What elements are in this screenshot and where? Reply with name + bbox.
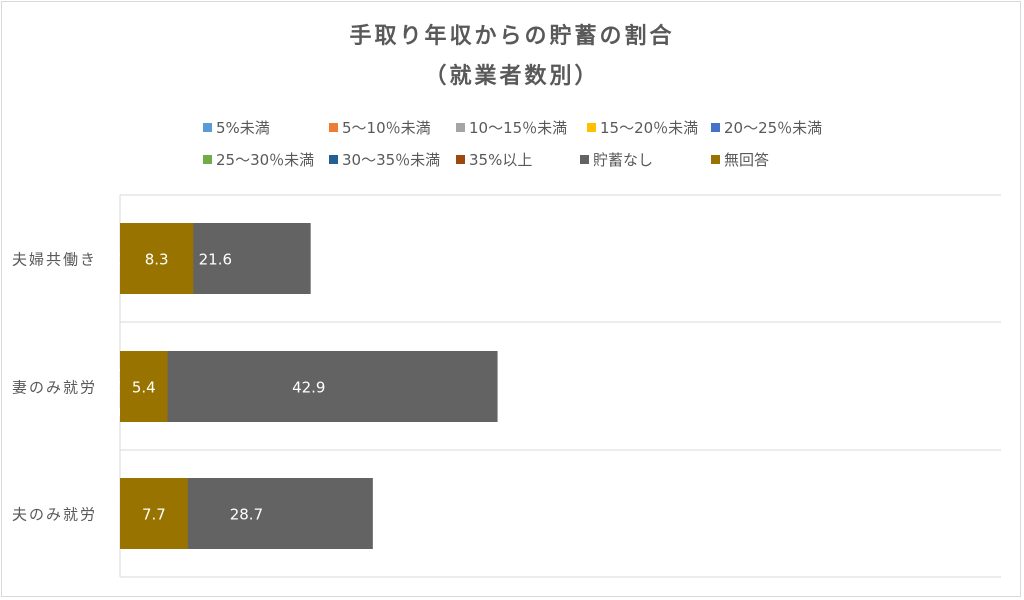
chart-title: 手取り年収からの貯蓄の割合 <box>349 24 675 49</box>
legend-item: 貯蓄なし <box>580 148 653 170</box>
legend-item: 20～25％未満 <box>711 116 822 138</box>
category-label: 夫婦共働き <box>12 251 97 269</box>
data-label: 5.4 <box>132 379 156 397</box>
data-label: 28.7 <box>230 506 263 524</box>
legend-label: 5～10％未満 <box>342 118 431 137</box>
legend-item: 30～35％未満 <box>329 148 440 170</box>
legend-swatch <box>456 122 465 132</box>
legend-swatch <box>711 154 720 164</box>
legend-swatch <box>711 122 720 132</box>
legend-swatch <box>203 154 212 164</box>
legend-label: 15～20％未満 <box>600 118 699 137</box>
legend-item: 35%以上 <box>456 148 532 170</box>
category-label: 妻のみ就労 <box>12 379 97 397</box>
legend-swatch <box>329 154 338 164</box>
bar-segment <box>120 351 498 422</box>
chart-subtitle: （就業者数別） <box>424 64 600 89</box>
legend-item: 10～15％未満 <box>456 116 567 138</box>
legend-label: 貯蓄なし <box>593 150 654 169</box>
bar-segment <box>120 351 168 422</box>
category-label: 夫のみ就労 <box>12 506 97 524</box>
legend-item: 25～30％未満 <box>203 148 314 170</box>
legend-swatch <box>203 122 212 132</box>
bar-segment <box>120 478 188 549</box>
bar-segment <box>120 223 194 294</box>
legend-swatch <box>456 154 465 164</box>
legend-swatch <box>329 122 338 132</box>
legend-label: 30～35％未満 <box>342 150 441 169</box>
data-label: 8.3 <box>145 251 169 269</box>
legend-swatch <box>580 154 589 164</box>
legend-label: 5%未満 <box>216 118 270 137</box>
legend-label: 無回答 <box>724 150 770 169</box>
legend-item: 15～20％未満 <box>587 116 698 138</box>
legend-label: 10～15％未満 <box>469 118 568 137</box>
legend-label: 20～25％未満 <box>724 118 823 137</box>
legend-swatch <box>587 122 596 132</box>
legend-label: 25～30％未満 <box>216 150 315 169</box>
legend-item: 無回答 <box>711 148 769 170</box>
legend-label: 35%以上 <box>469 150 533 169</box>
data-label: 42.9 <box>292 379 325 397</box>
data-label: 7.7 <box>142 506 166 524</box>
legend-item: 5%未満 <box>203 116 270 138</box>
data-label: 21.6 <box>199 251 232 269</box>
legend-item: 5～10％未満 <box>329 116 431 138</box>
